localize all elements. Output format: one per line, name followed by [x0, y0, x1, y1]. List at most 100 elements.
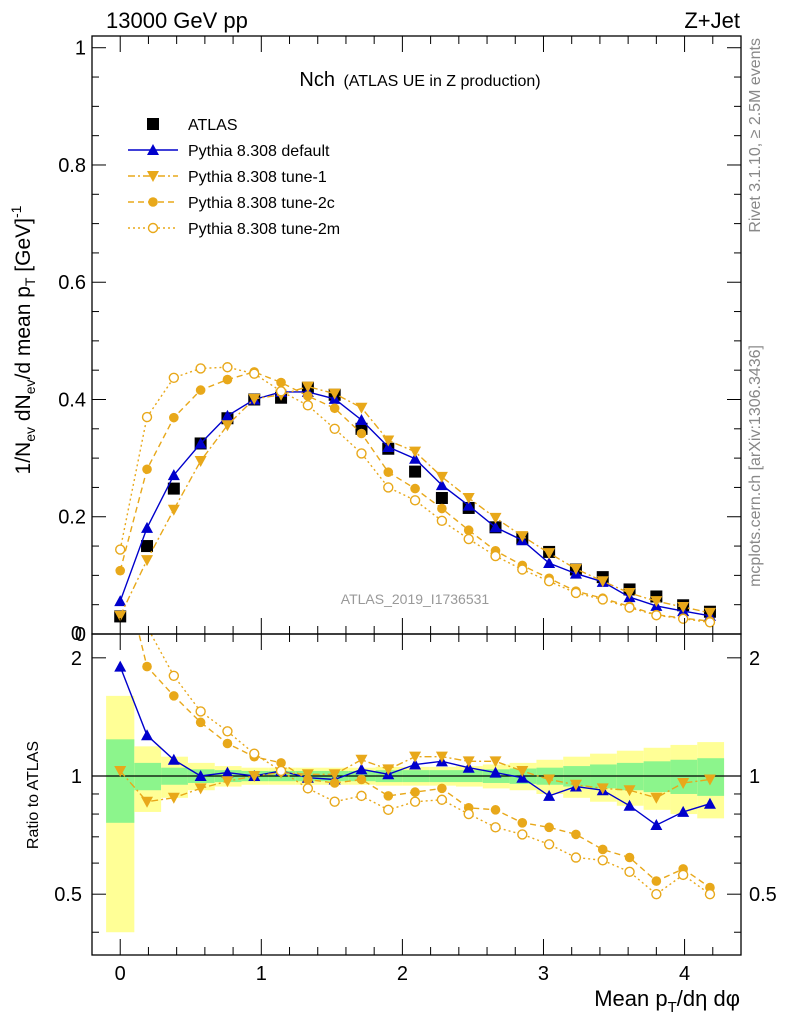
point-tune1	[569, 779, 582, 791]
ratio-y-tick-label-right: 2	[749, 648, 760, 670]
point-tune2c	[651, 876, 662, 886]
point-default	[409, 452, 422, 464]
point-tune1	[382, 764, 395, 776]
point-tune2m	[704, 617, 716, 628]
point-tune2m	[383, 804, 394, 816]
point-tune2c	[383, 791, 394, 801]
point-tune2c	[195, 385, 206, 395]
main-y-tick-label: 0.6	[58, 272, 86, 294]
point-tune2c	[517, 817, 528, 828]
point-tune1	[462, 756, 475, 768]
point-data	[435, 491, 448, 504]
x-tick-label: 0	[115, 963, 126, 985]
point-default	[623, 799, 636, 811]
ratio-y-tick-label: 2	[71, 648, 82, 670]
point-tune2c	[410, 483, 420, 494]
header-right: Z+Jet	[684, 8, 740, 33]
point-tune1	[703, 607, 716, 619]
point-tune2c	[356, 774, 367, 785]
point-tune2m	[356, 448, 367, 459]
point-default	[167, 753, 180, 765]
point-tune2m	[570, 852, 582, 863]
legend-label-data: ATLAS	[188, 117, 238, 134]
point-default	[355, 763, 368, 775]
legend-label-tune1: Pythia 8.308 tune-1	[188, 169, 327, 186]
series-tune2m	[143, 622, 716, 900]
point-tune2c	[490, 805, 501, 815]
point-default	[543, 557, 556, 569]
point-default	[462, 499, 475, 511]
ratio-series-layer	[114, 622, 716, 900]
point-tune2c	[597, 844, 608, 855]
point-default	[194, 437, 207, 449]
point-tune1	[409, 751, 422, 763]
point-tune1	[462, 492, 475, 504]
point-tune2m	[141, 411, 153, 423]
point-tune2m	[302, 400, 314, 411]
point-tune2m	[329, 796, 340, 807]
legend-label-tune2m: Pythia 8.308 tune-2m	[188, 221, 340, 238]
point-default	[141, 729, 154, 741]
point-tune2c	[303, 391, 313, 401]
point-tune2c	[276, 758, 286, 768]
point-tune2m	[517, 829, 528, 840]
series-line-tune2c	[138, 634, 711, 889]
plot-frames	[91, 35, 742, 956]
point-tune2m	[543, 576, 555, 587]
legend-marker-data	[147, 118, 159, 130]
ratio-y-tick-label-right: 0.5	[749, 884, 777, 906]
point-tune2c	[303, 774, 313, 785]
point-tune2c	[624, 852, 635, 863]
point-tune1	[248, 393, 261, 405]
ratio-y-axis-label: Ratio to ATLAS	[25, 741, 42, 849]
side-label-mcplots: mcplots.cern.ch [arXiv:1306.3436]	[747, 345, 764, 587]
point-tune2m	[624, 866, 635, 878]
point-tune2m	[222, 726, 233, 737]
point-default	[516, 771, 529, 783]
point-tune2m	[302, 783, 314, 794]
point-default	[543, 789, 556, 801]
point-tune2c	[329, 403, 340, 414]
point-tune2c	[571, 829, 581, 840]
point-default	[221, 766, 234, 778]
point-tune2m	[436, 794, 448, 805]
point-tune2c	[437, 783, 447, 794]
point-tune1	[409, 446, 422, 458]
point-tune1	[141, 555, 154, 567]
point-tune2c	[329, 778, 340, 788]
point-tune2m	[597, 855, 608, 866]
point-tune2m	[597, 594, 608, 605]
band-inner-bin	[643, 761, 671, 793]
point-tune2m	[677, 869, 689, 881]
point-tune1	[194, 783, 207, 795]
point-default	[650, 819, 663, 831]
point-tune2m	[168, 372, 180, 383]
point-tune2m	[570, 587, 582, 599]
main-y-tick-label: 0.2	[58, 507, 86, 529]
point-tune2m	[409, 495, 421, 506]
point-tune1	[435, 751, 448, 763]
point-tune2m	[143, 622, 152, 631]
point-default	[703, 797, 716, 809]
x-tick-label: 4	[679, 963, 690, 985]
point-tune2m	[543, 839, 555, 850]
point-tune1	[623, 785, 636, 797]
point-tune2m	[651, 610, 662, 621]
subtitle-text: (ATLAS UE in Z production)	[343, 73, 540, 90]
point-tune1	[221, 420, 234, 432]
axis-ticks: 00.20.40.60.810 1 2 3 40.5 0.51 12 20	[54, 36, 777, 985]
header-left: 13000 GeV pp	[106, 8, 248, 33]
watermark: ATLAS_2019_I1736531	[341, 591, 490, 607]
point-data	[141, 540, 154, 553]
point-tune2m	[195, 363, 206, 374]
point-tune1	[596, 576, 609, 588]
point-tune1	[328, 769, 341, 781]
series-tune2c	[138, 634, 715, 893]
legend-entry-tune2c: Pythia 8.308 tune-2c	[128, 195, 335, 212]
point-tune1	[328, 388, 341, 400]
point-tune1	[355, 402, 368, 414]
legend-label-default: Pythia 8.308 default	[188, 143, 330, 160]
point-tune1	[194, 456, 207, 468]
legend-entry-tune2m: Pythia 8.308 tune-2m	[128, 221, 340, 238]
ratio-y-tick-label: 0.5	[54, 884, 82, 906]
